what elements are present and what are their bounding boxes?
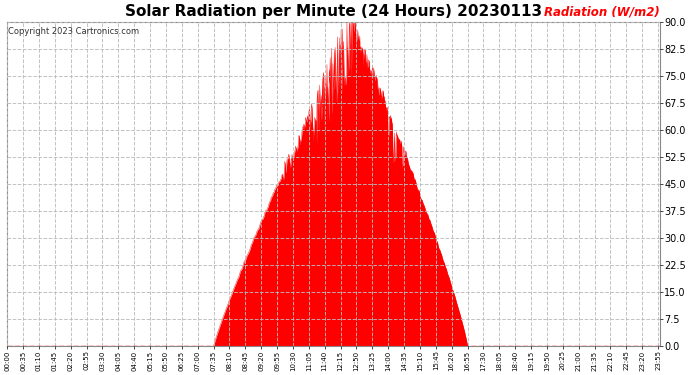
Text: Radiation (W/m2): Radiation (W/m2): [544, 6, 660, 18]
Text: Copyright 2023 Cartronics.com: Copyright 2023 Cartronics.com: [8, 27, 139, 36]
Title: Solar Radiation per Minute (24 Hours) 20230113: Solar Radiation per Minute (24 Hours) 20…: [125, 4, 542, 19]
